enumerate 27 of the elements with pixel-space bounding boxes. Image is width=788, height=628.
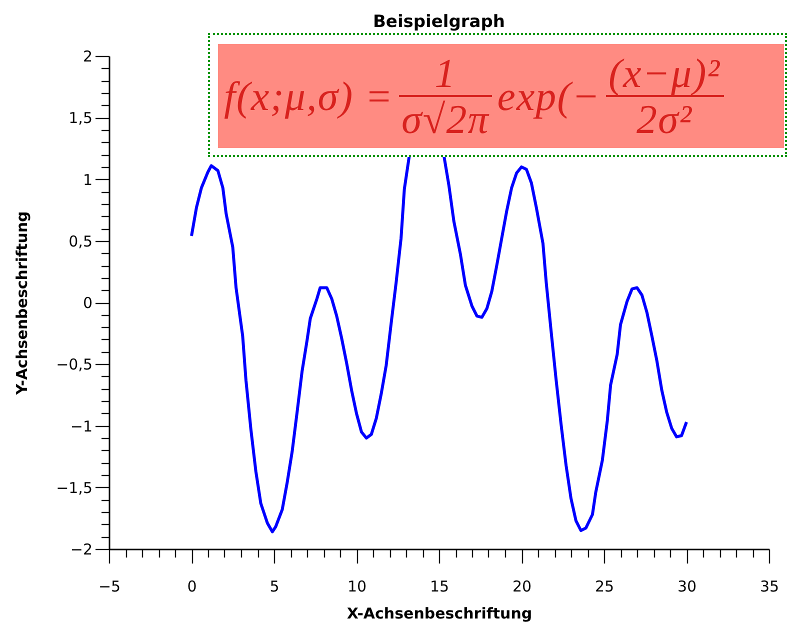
y-tick-label: −2 (70, 540, 92, 558)
y-tick-label: −1 (70, 417, 92, 436)
x-tick-label: 25 (594, 578, 614, 596)
annotation: exp(− (497, 72, 600, 120)
annotation: 2σ² (636, 96, 694, 142)
x-tick-label: 15 (430, 578, 450, 596)
x-tick-label: −5 (98, 578, 121, 596)
y-tick-label: −1,5 (56, 478, 92, 497)
x-axis-title: X-Achsenbeschriftung (346, 604, 532, 622)
y-axis-title: Y-Achsenbeschriftung (13, 211, 32, 396)
y-tick-label: 0 (82, 294, 92, 312)
y-tick-label: 0,5 (68, 232, 92, 250)
y-tick-label: −0,5 (56, 356, 92, 374)
annotation: (x−μ)² (608, 50, 722, 96)
y-tick-label: 2 (82, 48, 92, 66)
x-tick-label: 5 (270, 578, 280, 596)
x-tick-label: 20 (512, 578, 532, 596)
chart-title: Beispielgraph (372, 12, 506, 32)
y-tick-label: 1,5 (68, 109, 92, 128)
annotation: σ√2π (400, 96, 490, 142)
x-tick-label: 10 (347, 578, 367, 596)
y-tick-label: 1 (82, 170, 92, 189)
annotation: f(x;μ,σ) = (224, 72, 394, 120)
annotation: 1 (434, 50, 458, 96)
x-tick-label: 30 (677, 578, 697, 596)
x-tick-label: 35 (760, 578, 780, 596)
x-tick-label: 0 (187, 578, 197, 596)
